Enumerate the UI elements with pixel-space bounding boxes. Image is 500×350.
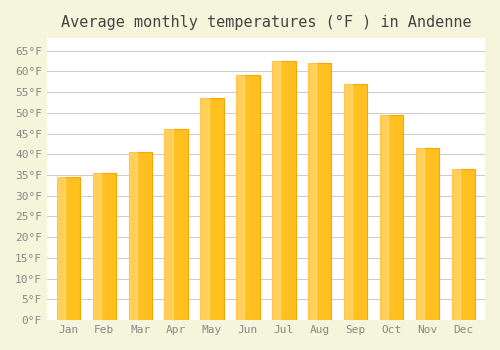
Bar [164,130,172,320]
Bar [308,63,332,320]
Bar [452,169,475,320]
Bar [200,98,224,320]
Bar [164,130,188,320]
Bar [92,173,101,320]
Bar [272,61,295,320]
Bar [344,84,368,320]
Bar [92,173,116,320]
Bar [128,152,136,320]
Title: Average monthly temperatures (°F ) in Andenne: Average monthly temperatures (°F ) in An… [60,15,471,30]
Bar [344,84,352,320]
Bar [236,76,244,320]
Bar [416,148,439,320]
Bar [452,169,460,320]
Bar [272,61,280,320]
Bar [380,115,404,320]
Bar [416,148,424,320]
Bar [236,76,260,320]
Bar [56,177,80,320]
Bar [200,98,208,320]
Bar [56,177,65,320]
Bar [308,63,316,320]
Bar [128,152,152,320]
Bar [380,115,388,320]
